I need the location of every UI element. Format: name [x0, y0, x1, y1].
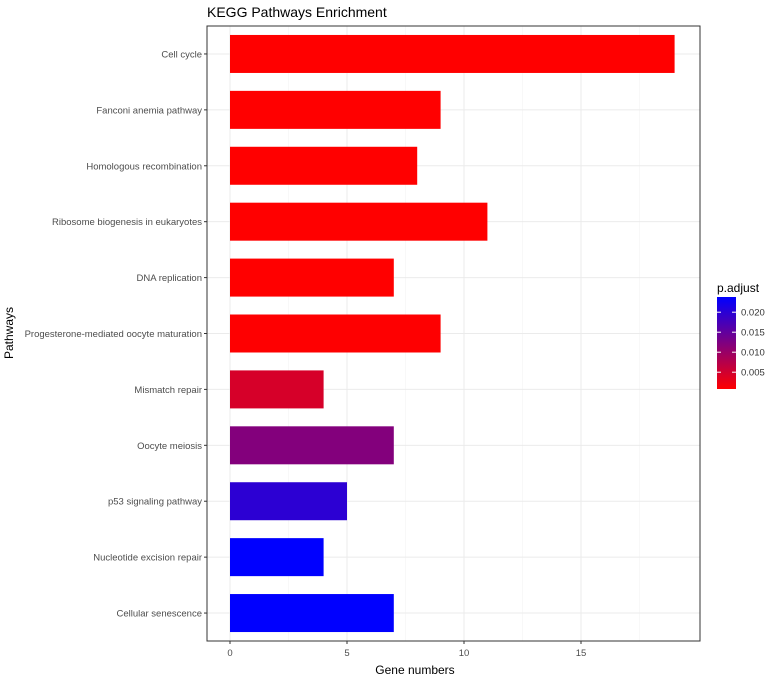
y-tick-label: p53 signaling pathway: [108, 497, 202, 508]
bar: [230, 538, 324, 577]
legend-tick-label: 0.010: [741, 348, 765, 359]
y-tick-label: Mismatch repair: [134, 385, 202, 396]
bar: [230, 202, 488, 241]
legend-tick-label: 0.015: [741, 328, 765, 339]
bar: [230, 482, 347, 521]
y-tick-label: Nucleotide excision repair: [93, 553, 202, 564]
y-tick-label: Homologous recombination: [86, 161, 202, 172]
y-tick-label: Cellular senescence: [116, 609, 202, 620]
y-tick-label: Ribosome biogenesis in eukaryotes: [52, 217, 202, 228]
x-tick-label: 10: [459, 648, 470, 659]
chart-title: KEGG Pathways Enrichment: [207, 4, 387, 20]
bar: [230, 426, 394, 465]
y-tick-label: Fanconi anemia pathway: [96, 105, 202, 116]
y-tick-label: Cell cycle: [161, 49, 202, 60]
legend-colorbar: [717, 297, 736, 389]
legend-tick-label: 0.020: [741, 308, 765, 319]
y-tick-label: DNA replication: [137, 273, 202, 284]
legend-tick-label: 0.005: [741, 368, 765, 379]
x-axis-label: Gene numbers: [375, 663, 454, 677]
x-tick-label: 5: [344, 648, 349, 659]
legend-title: p.adjust: [717, 281, 760, 295]
x-tick-label: 15: [576, 648, 587, 659]
bar: [230, 314, 441, 353]
x-tick-label: 0: [227, 648, 232, 659]
bar: [230, 594, 394, 633]
bar: [230, 34, 675, 73]
bar: [230, 258, 394, 297]
y-tick-label: Oocyte meiosis: [137, 441, 202, 452]
bar: [230, 90, 441, 129]
y-tick-label: Progesterone-mediated oocyte maturation: [25, 329, 202, 340]
panel-border: [206, 25, 701, 642]
bar: [230, 146, 418, 185]
y-axis-label: Pathways: [2, 307, 16, 359]
bar: [230, 370, 324, 409]
